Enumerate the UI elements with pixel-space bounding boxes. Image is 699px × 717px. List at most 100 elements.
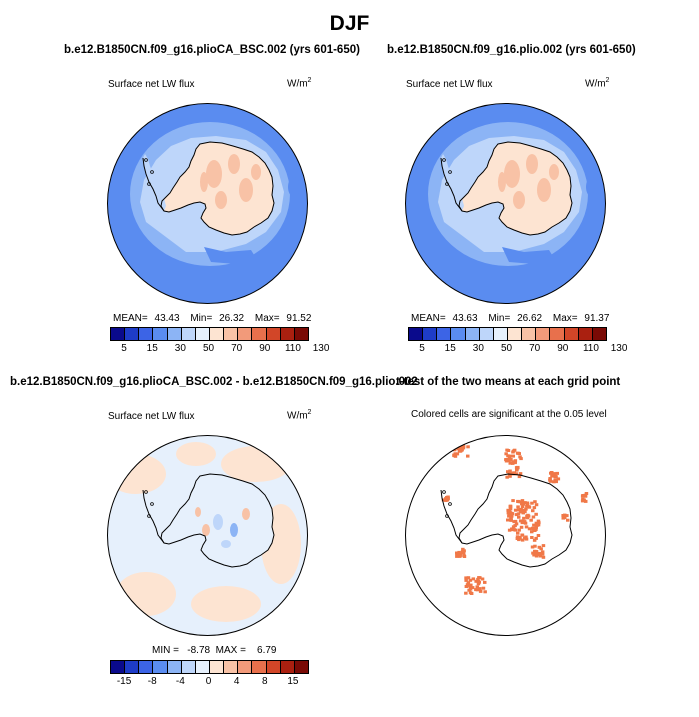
panel4-significant-cell [475,585,479,589]
panel4-significant-cell [476,577,480,581]
panel1-colorbar-swatch [153,328,168,340]
panel4-significant-cell [478,589,483,593]
panel4-significant-cell [520,519,525,523]
panel4-significant-cell [524,507,528,511]
panel4-significant-cell [512,471,517,475]
panel4-significant-cell [506,511,511,515]
panel3-interior-patch [213,514,223,530]
panel3-colorbar-swatch [224,661,239,673]
panel2-colorbar-tick-label: 15 [444,343,456,354]
panel2-variable: Surface net LW flux [406,79,493,90]
panel3-map-border [107,435,308,636]
panel4-significant-cell [525,504,529,508]
panel4-subtitle: Colored cells are significant at the 0.0… [411,409,607,420]
panel2-colorbar-swatch [493,328,508,340]
panel1-colorbar-swatch [252,328,267,340]
panel4-significant-cell [533,549,537,553]
panel2-colorbar-swatch [522,328,537,340]
panel4-significant-cell [522,536,527,540]
panel4-significant-cell [515,467,519,471]
panel4-significant-cell [478,587,482,591]
panel4-significant-cell [541,544,546,548]
panel4-significant-cell [456,447,461,451]
panel2-coastline [458,141,573,236]
panel4-significant-cell [507,456,512,460]
panel4-significant-cell [464,585,469,588]
panel4-significant-cell [604,516,606,520]
panel1-colorbar-swatch [125,328,140,340]
panel4-significant-cell [534,536,538,540]
panel2-mean-label: MEAN= [411,313,446,324]
panel4-significant-cell [508,474,512,478]
panel4-significant-cell [464,578,468,582]
panel1-colorbar-swatch [294,328,308,340]
panel4-significant-cell [531,526,535,530]
panel4-significant-cell [509,515,513,519]
panel2-warm-patch [504,160,520,188]
panel3-positive-patch [221,446,291,482]
panel4-significant-cell [475,588,480,592]
panel4-significant-cell [540,550,545,554]
panel1-warm-patch [228,154,240,174]
panel2-land [459,142,572,235]
panel4-significant-cell [538,552,543,556]
panel4-significant-cell [582,494,586,498]
panel4-significant-cell [520,533,525,537]
panel4-significant-cell [520,499,525,503]
panel4-significant-cell [455,554,459,558]
panel4-significant-cell [478,576,482,580]
panel3-positive-patch [107,454,166,494]
panel3-colorbar-tick-label: -4 [175,676,185,687]
panel4-significant-cell [552,480,556,484]
panel4-significant-cell [530,536,534,539]
panel1-warm-patch [215,191,227,209]
panel3-colorbar [110,660,309,674]
panel2-colorbar-swatch [564,328,579,340]
panel1-colorbar-tick-label: 110 [284,343,301,354]
panel4-significant-cell [509,518,513,522]
panel4-significant-cell [531,515,536,519]
panel1-colorbar-tick-label: 15 [146,343,158,354]
panel4-significant-cell [457,449,462,453]
panel3-interior-patch [202,524,210,536]
panel2-mean-value: 43.63 [452,313,478,324]
panel1-colorbar [110,327,309,341]
panel3-colorbar-swatch [153,661,168,673]
panel3-colorbar-swatch [125,661,140,673]
panel4-significant-cell [534,554,539,558]
panel4-significant-cell [477,580,481,584]
panel1-colorbar-tick-label: 30 [174,343,186,354]
panel3-island [150,502,154,506]
panel4-significant-cell [530,501,534,505]
panel4-significant-cell [605,512,606,515]
panel1-colorbar-tick-label: 130 [312,343,330,354]
panel2-warm-patch [549,164,559,180]
panel3-unit: W/m2 [287,409,312,422]
panel1-warm-patch [200,172,208,192]
panel3-island [144,490,148,494]
panel3-colorbar-tick-label: 8 [262,676,268,687]
panel2-title: b.e12.B1850CN.f09_g16.plio.002 (yrs 601-… [387,44,636,56]
panel4-significant-cell [511,454,515,458]
panel4-significant-cell [441,498,446,502]
panel3-colorbar-swatch [181,661,196,673]
panel2-colorbar-ticks: 5 15 30 50 70 90 110 130 [408,343,627,355]
panel4-significant-cell [453,452,457,456]
panel4-significant-cell [516,531,520,535]
panel4-significant-cell [510,527,514,531]
panel4-significant-cell [561,514,565,517]
panel4-significant-cell [608,511,612,514]
panel4-significant-cell [464,591,468,595]
panel4-significant-cell [534,503,539,507]
panel4-significant-cell [517,515,521,519]
panel4-significant-cell [582,498,586,502]
panel4-significant-cell [513,461,517,465]
panel4-significant-cell [541,555,546,559]
panel4-significant-cell [514,522,519,526]
panel3-colorbar-tick-label: -15 [116,676,132,687]
panel4-significant-cell [471,577,476,581]
panel1-colorbar-swatch [195,328,210,340]
panel1-colorbar-swatch [209,328,225,340]
panel4-significant-cell [534,550,539,553]
panel2-island [448,170,452,174]
